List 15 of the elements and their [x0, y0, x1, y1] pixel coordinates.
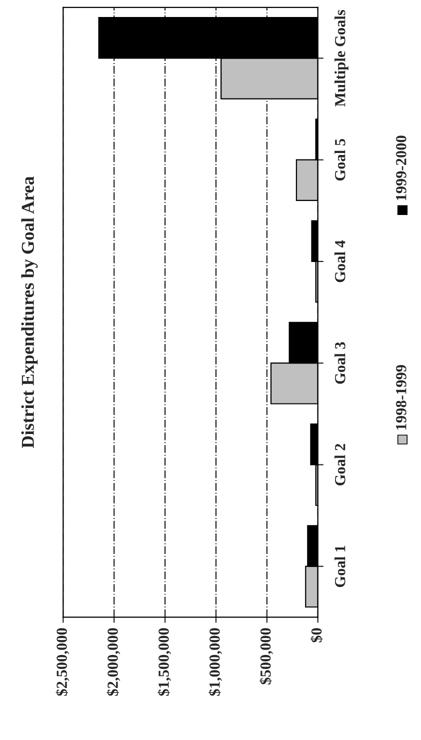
x-tick-label: $500,000 [260, 628, 273, 684]
x-tick-label: $2,500,000 [56, 628, 70, 696]
x-tick-label: $1,000,000 [208, 628, 222, 696]
y-tick-label: Goal 4 [334, 240, 346, 282]
text: 1999-2000 [396, 136, 406, 200]
text: District Expenditures by Goal Area [21, 176, 38, 448]
text: 1998-1999 [396, 365, 406, 430]
y-tick-label: Multiple Goals [334, 10, 348, 107]
y-tick-label: Goal 1 [334, 546, 346, 588]
x-tick-label: $0 [310, 628, 323, 642]
x-tick-label: $2,000,000 [106, 628, 120, 696]
x-tick-label: $1,500,000 [158, 628, 172, 696]
y-tick-label: Goal 2 [334, 444, 346, 486]
y-tick-label: Goal 3 [334, 342, 346, 384]
y-tick-label: Goal 5 [334, 138, 346, 181]
